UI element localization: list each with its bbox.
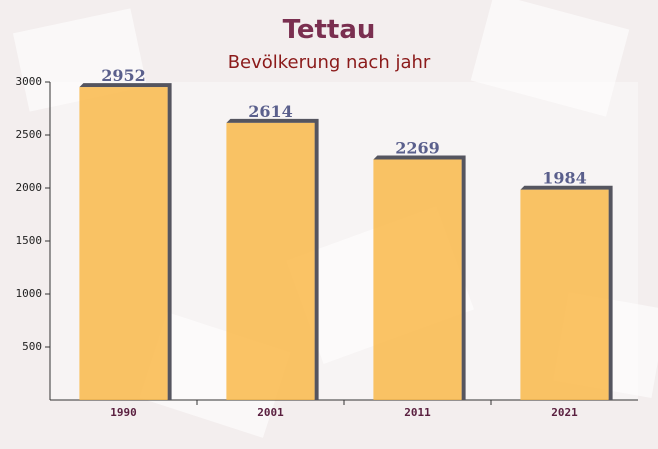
y-tick-label: 500 <box>22 340 42 353</box>
bar <box>373 159 462 400</box>
y-tick-label: 1000 <box>16 287 43 300</box>
x-tick-label: 2001 <box>257 406 284 419</box>
value-label: 1984 <box>542 169 587 188</box>
value-label: 2269 <box>395 138 440 157</box>
value-label: 2952 <box>101 66 146 85</box>
x-tick-label: 1990 <box>110 406 137 419</box>
y-tick-label: 2500 <box>16 128 43 141</box>
bar <box>520 189 609 400</box>
x-tick-label: 2021 <box>551 406 578 419</box>
bar <box>79 87 168 400</box>
chart-subtitle: Bevölkerung nach jahr <box>228 52 431 73</box>
x-tick-label: 2011 <box>404 406 431 419</box>
y-tick-label: 2000 <box>16 181 43 194</box>
y-tick-label: 3000 <box>16 75 43 88</box>
y-tick-label: 1500 <box>16 234 43 247</box>
chart-title: Tettau <box>283 15 376 45</box>
bar <box>226 122 315 400</box>
value-label: 2614 <box>248 102 293 121</box>
